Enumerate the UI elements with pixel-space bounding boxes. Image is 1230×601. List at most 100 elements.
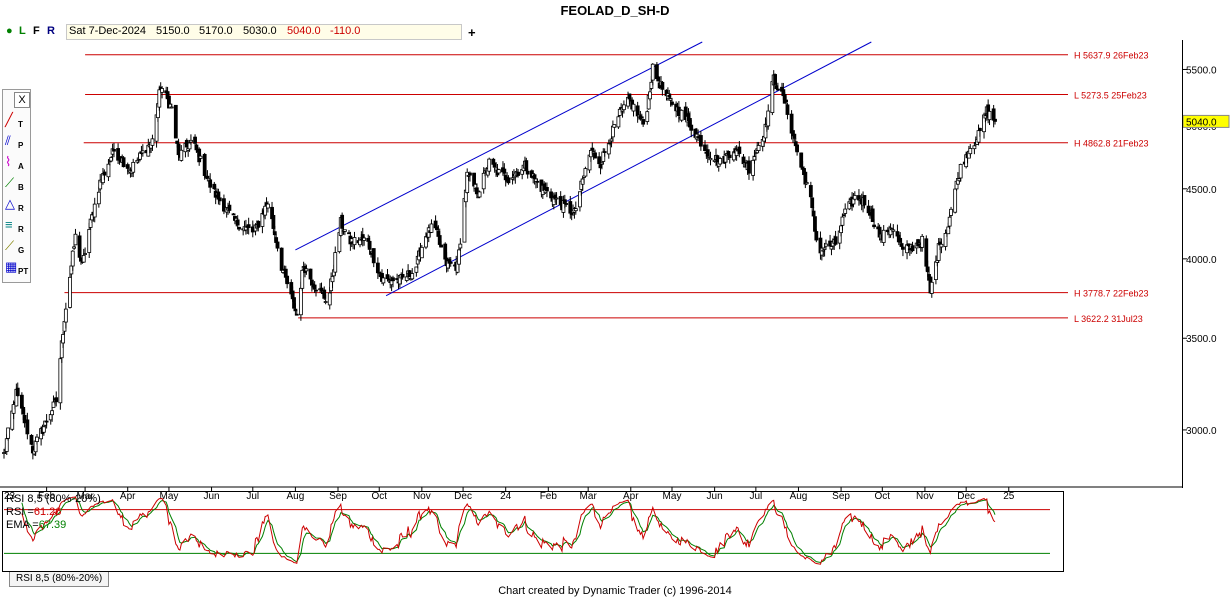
candle-body	[419, 246, 424, 259]
candle-body	[263, 205, 268, 216]
candle-body	[63, 308, 68, 323]
candle-body	[87, 229, 92, 253]
add-chart-button[interactable]: +	[468, 25, 476, 40]
candle-body	[439, 244, 443, 248]
rsi-legend-ema-label: EMA =	[6, 519, 39, 531]
candle-body	[808, 185, 813, 198]
candle-body	[891, 229, 896, 232]
candle-body	[400, 274, 405, 278]
retracement-tool-button[interactable]: △ R	[5, 196, 27, 215]
candle-body	[15, 387, 20, 397]
candle-body	[554, 197, 559, 200]
candle-body	[648, 91, 652, 100]
candle-body	[583, 168, 588, 177]
candle-body	[300, 269, 305, 289]
candle-body	[737, 146, 742, 154]
candle-body	[160, 88, 164, 93]
ratio-b-tool-button[interactable]: ⟋ B	[5, 175, 27, 194]
candle-body	[756, 145, 761, 151]
candle-body	[920, 235, 925, 248]
candle-body	[822, 247, 827, 250]
candle-body	[112, 149, 116, 152]
candle-body	[611, 125, 615, 138]
candle-body	[371, 248, 376, 264]
candle-body	[496, 169, 501, 174]
candle-body	[304, 268, 309, 272]
chart-title: FEOLAD_D_SH-D	[560, 3, 670, 18]
fill-mode-button[interactable]: F	[33, 25, 40, 37]
x-tick-label: Oct	[875, 491, 891, 502]
candle-body	[810, 197, 815, 208]
rsi-panel	[2, 491, 1064, 572]
candle-body	[381, 277, 386, 284]
candle-body	[314, 289, 318, 292]
tool-shortcut-label: PT	[18, 267, 29, 276]
candle-body	[679, 109, 684, 121]
candle-body	[910, 245, 915, 252]
ratio-r-tool-button[interactable]: ≡ R	[5, 217, 27, 236]
candle-body	[208, 179, 213, 188]
indicator-tab[interactable]: RSI 8,5 (80%-20%)	[9, 572, 110, 587]
ratio-b-tool-icon: ⟋	[5, 175, 15, 190]
candle-body	[978, 127, 982, 132]
candle-body	[824, 243, 828, 247]
quote-close: 5040.0	[287, 25, 321, 37]
gann-fan-tool-button[interactable]: ⟋ G	[5, 238, 27, 257]
quote-high: 5170.0	[199, 25, 233, 37]
parallel-line-tool-button[interactable]: ⫽ P	[5, 133, 27, 152]
x-tick-label: Apr	[623, 491, 639, 502]
x-tick-label: Oct	[371, 491, 387, 502]
candle-body	[189, 139, 193, 143]
rsi-legend-title: RSI 8,5 (80%-20%)	[6, 493, 101, 505]
candle-body	[50, 410, 55, 416]
candle-body	[525, 170, 530, 175]
candle-body	[77, 235, 82, 258]
candle-body	[946, 226, 951, 235]
candle-body	[298, 287, 303, 316]
x-tick-label: Dec	[957, 491, 975, 502]
candle-body	[25, 419, 30, 435]
candle-body	[44, 420, 49, 423]
alt-projection-tool-button[interactable]: ⌇ A	[5, 154, 27, 173]
rsi-line	[21, 496, 996, 565]
candle-body	[169, 106, 174, 109]
candle-body	[275, 241, 280, 249]
candle-body	[982, 114, 986, 133]
toolbar-close-button[interactable]: X	[14, 92, 30, 108]
level-label: H 4862.8 21Feb23	[1074, 139, 1149, 149]
candle-body	[862, 195, 867, 206]
line-mode-button[interactable]: L	[19, 25, 26, 37]
tool-shortcut-label: G	[18, 246, 25, 255]
candle-body	[246, 224, 251, 228]
candle-body	[972, 145, 977, 150]
candle-body	[458, 243, 463, 249]
quote-date: Sat 7-Dec-2024	[69, 25, 147, 37]
candle-body	[256, 220, 261, 228]
candle-body	[367, 240, 372, 250]
candle-body	[870, 208, 875, 223]
trend-line-tool-button[interactable]: ╱ T	[5, 112, 27, 131]
candle-body	[506, 177, 511, 184]
candle-body	[968, 148, 973, 155]
x-tick-label: Nov	[413, 491, 431, 502]
candle-body	[271, 214, 276, 229]
candle-body	[68, 276, 72, 308]
candle-body	[4, 438, 9, 452]
candle-body	[429, 223, 434, 233]
candle-body	[437, 235, 442, 245]
drawing-toolbar: X ╱ T ⫽ P ⌇ A ⟋ B △ R ≡ R ⟋ G ▦ PT	[2, 89, 31, 283]
candle-body	[150, 138, 155, 146]
candle-body	[61, 334, 66, 344]
candle-body	[319, 287, 324, 292]
last-price-box	[1182, 114, 1230, 128]
refresh-button[interactable]: R	[47, 25, 55, 37]
candle-body	[795, 144, 799, 153]
candle-body	[131, 161, 136, 173]
pivot-tool-button[interactable]: ▦ PT	[5, 259, 29, 278]
candle-body	[532, 174, 537, 179]
parallel-line-tool-icon: ⫽	[5, 133, 11, 148]
rsi-legend-rsi-value: 61.26	[33, 506, 62, 518]
candle-body	[792, 133, 797, 139]
candle-body	[516, 171, 520, 176]
